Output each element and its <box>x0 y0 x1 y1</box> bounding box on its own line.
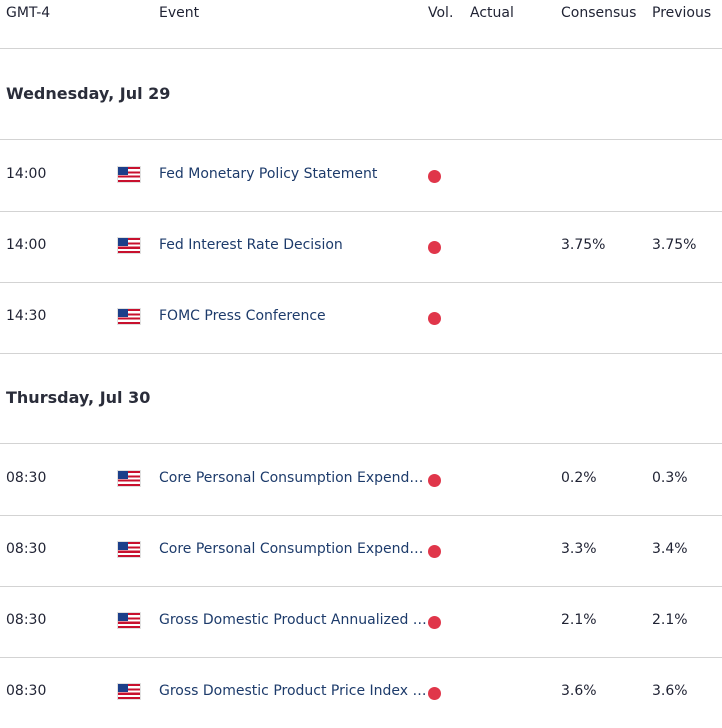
header-previous: Previous <box>652 5 712 21</box>
event-consensus: 0.2% <box>561 470 597 486</box>
event-row[interactable]: 08:30 Core Personal Consumption Expendit… <box>0 444 722 516</box>
event-previous: 2.1% <box>652 612 688 628</box>
us-flag-icon <box>118 471 140 486</box>
event-consensus: 3.6% <box>561 683 597 699</box>
event-previous: 3.6% <box>652 683 688 699</box>
event-time: 08:30 <box>6 541 47 557</box>
high-volatility-dot-icon <box>428 616 441 629</box>
day-label: Wednesday, Jul 29 <box>6 84 171 103</box>
event-row[interactable]: 14:00 Fed Monetary Policy Statement <box>0 140 722 212</box>
high-volatility-dot-icon <box>428 545 441 558</box>
us-flag-icon <box>118 309 140 324</box>
day-label: Thursday, Jul 30 <box>6 388 151 407</box>
event-row[interactable]: 08:30 Gross Domestic Product Price Index… <box>0 657 722 728</box>
event-row[interactable]: 14:30 FOMC Press Conference <box>0 282 722 354</box>
event-time: 14:30 <box>6 308 47 324</box>
us-flag-icon <box>118 684 140 699</box>
event-consensus: 3.3% <box>561 541 597 557</box>
event-name-link[interactable]: Gross Domestic Product Price Index (QoQ) <box>159 683 427 699</box>
event-time: 08:30 <box>6 470 47 486</box>
event-previous: 3.4% <box>652 541 688 557</box>
event-time: 14:00 <box>6 237 47 253</box>
event-name-link[interactable]: Core Personal Consumption Expenditures <box>159 470 427 486</box>
day-header-wednesday: Wednesday, Jul 29 <box>0 49 722 140</box>
day-header-thursday: Thursday, Jul 30 <box>0 353 722 444</box>
event-time: 08:30 <box>6 612 47 628</box>
event-consensus: 3.75% <box>561 237 606 253</box>
us-flag-icon <box>118 238 140 253</box>
event-time: 14:00 <box>6 166 47 182</box>
event-name-link[interactable]: Core Personal Consumption Expenditures <box>159 541 427 557</box>
high-volatility-dot-icon <box>428 474 441 487</box>
high-volatility-dot-icon <box>428 687 441 700</box>
us-flag-icon <box>118 167 140 182</box>
us-flag-icon <box>118 542 140 557</box>
event-consensus: 2.1% <box>561 612 597 628</box>
header-actual: Actual <box>470 5 514 21</box>
header-timezone[interactable]: GMT-4 <box>6 5 51 21</box>
event-name-link[interactable]: FOMC Press Conference <box>159 308 326 324</box>
event-name-link[interactable]: Fed Monetary Policy Statement <box>159 166 378 182</box>
us-flag-icon <box>118 613 140 628</box>
event-row[interactable]: 14:00 Fed Interest Rate Decision 3.75% 3… <box>0 211 722 283</box>
header-event: Event <box>159 5 200 21</box>
event-previous: 0.3% <box>652 470 688 486</box>
event-row[interactable]: 08:30 Core Personal Consumption Expendit… <box>0 515 722 587</box>
event-name-link[interactable]: Fed Interest Rate Decision <box>159 237 343 253</box>
high-volatility-dot-icon <box>428 170 441 183</box>
event-name-link[interactable]: Gross Domestic Product Annualized (QoQ) <box>159 612 427 628</box>
calendar-header: GMT-4 Event Vol. Actual Consensus Previo… <box>0 0 722 49</box>
high-volatility-dot-icon <box>428 312 441 325</box>
event-row[interactable]: 08:30 Gross Domestic Product Annualized … <box>0 586 722 658</box>
high-volatility-dot-icon <box>428 241 441 254</box>
event-time: 08:30 <box>6 683 47 699</box>
header-volatility: Vol. <box>428 5 454 21</box>
event-previous: 3.75% <box>652 237 697 253</box>
header-consensus: Consensus <box>561 5 637 21</box>
